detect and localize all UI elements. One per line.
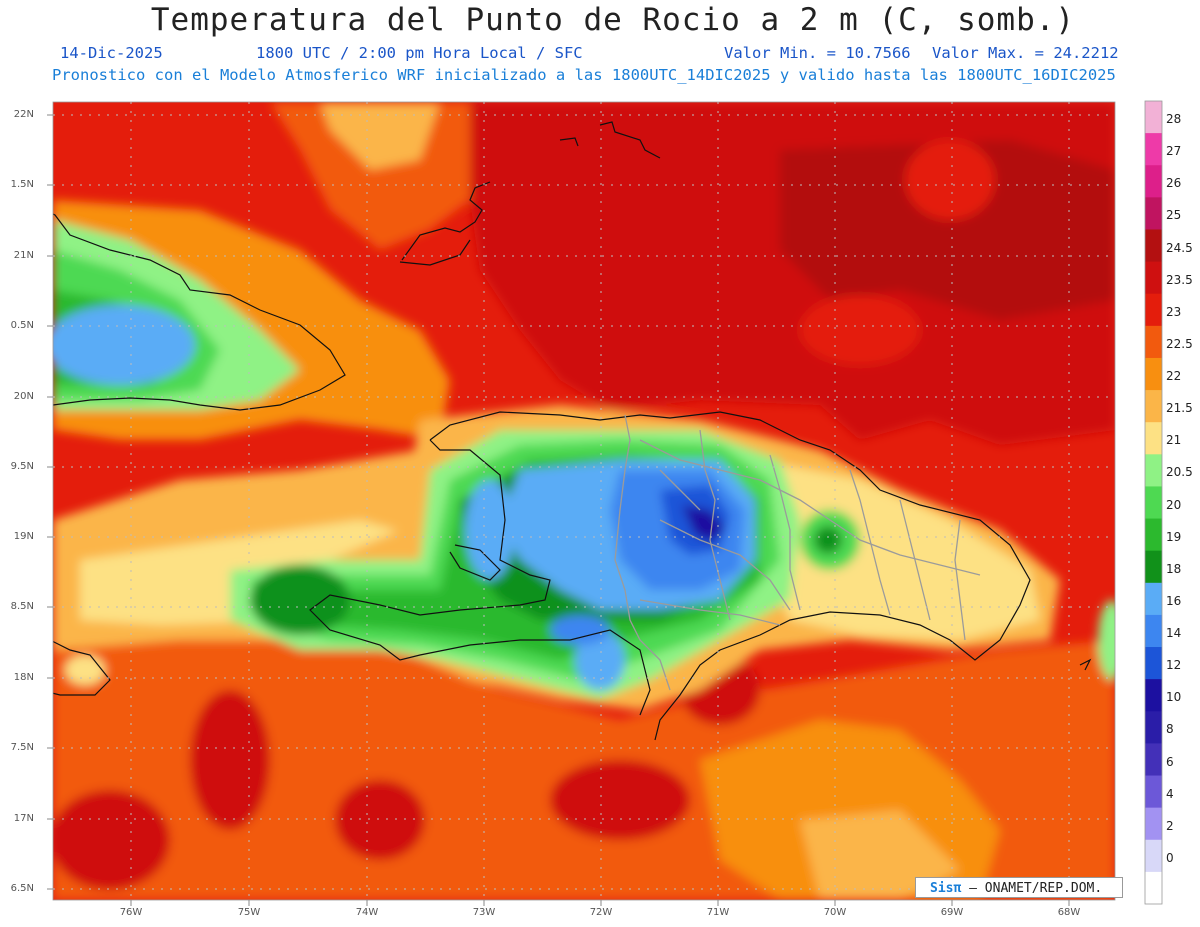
lon-label: 74W: [347, 907, 387, 918]
colorbar-swatch: [1145, 101, 1162, 134]
lat-label: 17N: [0, 813, 34, 824]
colorbar-swatch: [1145, 358, 1162, 391]
lat-label: 18N: [0, 672, 34, 683]
colorbar-swatch: [1145, 776, 1162, 809]
colorbar-tick-label: 20: [1166, 498, 1181, 512]
colorbar-tick-label: 28: [1166, 112, 1181, 126]
colorbar-tick-label: 8: [1166, 722, 1174, 736]
lon-label: 73W: [464, 907, 504, 918]
colorbar-swatch: [1145, 133, 1162, 166]
lat-label: 1.5N: [0, 179, 34, 190]
colorbar-swatch: [1145, 454, 1162, 487]
colorbar-swatch: [1145, 422, 1162, 455]
lat-label: 22N: [0, 109, 34, 120]
credit-box: Sisπ – ONAMET/REP.DOM.: [915, 877, 1123, 898]
lat-label: 21N: [0, 250, 34, 261]
lon-label: 71W: [698, 907, 738, 918]
colorbar-swatch: [1145, 679, 1162, 712]
colorbar-tick-label: 12: [1166, 658, 1181, 672]
lon-label: 69W: [932, 907, 972, 918]
colorbar-tick-label: 6: [1166, 755, 1174, 769]
colorbar-tick-label: 21.5: [1166, 401, 1193, 415]
colorbar-swatch: [1145, 229, 1162, 262]
lat-label: 9.5N: [0, 461, 34, 472]
colorbar-swatch: [1145, 519, 1162, 552]
sispi-logo: Sisπ: [930, 881, 961, 896]
colorbar-tick-label: 14: [1166, 626, 1181, 640]
lat-label: 8.5N: [0, 601, 34, 612]
lon-label: 70W: [815, 907, 855, 918]
colorbar-tick-label: 27: [1166, 144, 1181, 158]
colorbar-swatch: [1145, 326, 1162, 359]
colorbar-swatch: [1145, 551, 1162, 584]
colorbar-tick-label: 23.5: [1166, 273, 1193, 287]
colorbar-tick-label: 4: [1166, 787, 1174, 801]
dewpoint-field: [35, 102, 1126, 900]
colorbar-tick-label: 22: [1166, 369, 1181, 383]
lat-label: 0.5N: [0, 320, 34, 331]
colorbar-swatch: [1145, 808, 1162, 841]
colorbar-tick-label: 0: [1166, 851, 1174, 865]
colorbar-tick-label: 24.5: [1166, 241, 1193, 255]
colorbar-tick-label: 21: [1166, 433, 1181, 447]
colorbar-tick-label: 23: [1166, 305, 1181, 319]
lat-label: 6.5N: [0, 883, 34, 894]
colorbar-tick-label: 19: [1166, 530, 1181, 544]
lat-label: 7.5N: [0, 742, 34, 753]
colorbar-tick-label: 16: [1166, 594, 1181, 608]
lon-label: 72W: [581, 907, 621, 918]
colorbar-tick-label: 10: [1166, 690, 1181, 704]
lon-label: 75W: [229, 907, 269, 918]
colorbar-swatch: [1145, 840, 1162, 873]
colorbar-swatch: [1145, 743, 1162, 776]
colorbar-tick-label: 18: [1166, 562, 1181, 576]
colorbar-swatch: [1145, 390, 1162, 423]
colorbar-tick-label: 25: [1166, 208, 1181, 222]
colorbar-tick-label: 22.5: [1166, 337, 1193, 351]
lon-label: 68W: [1049, 907, 1089, 918]
colorbar-swatch: [1145, 615, 1162, 648]
colorbar-swatch: [1145, 486, 1162, 519]
lat-label: 20N: [0, 391, 34, 402]
colorbar: [1145, 101, 1162, 905]
colorbar-tick-label: 20.5: [1166, 465, 1193, 479]
colorbar-tick-label: 26: [1166, 176, 1181, 190]
lat-label: 19N: [0, 531, 34, 542]
colorbar-swatch: [1145, 294, 1162, 327]
lon-label: 76W: [111, 907, 151, 918]
credit-text: – ONAMET/REP.DOM.: [961, 881, 1102, 896]
colorbar-swatch: [1145, 872, 1162, 905]
colorbar-swatch: [1145, 165, 1162, 198]
colorbar-swatch: [1145, 711, 1162, 744]
colorbar-swatch: [1145, 197, 1162, 230]
colorbar-swatch: [1145, 583, 1162, 616]
colorbar-swatch: [1145, 262, 1162, 295]
colorbar-swatch: [1145, 647, 1162, 680]
colorbar-tick-label: 2: [1166, 819, 1174, 833]
